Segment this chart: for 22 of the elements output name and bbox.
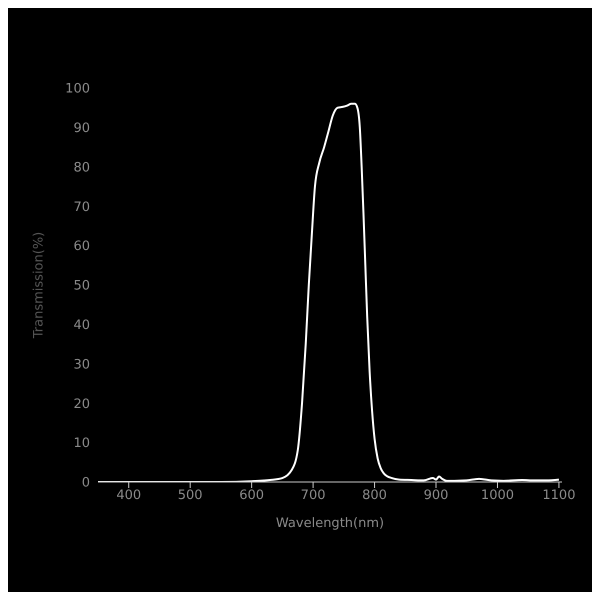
y-tick-label: 0 [82,476,90,491]
y-tick-label: 80 [73,160,90,176]
y-tick-label: 10 [73,436,90,452]
y-axis-title: Transmission(%) [32,232,47,340]
y-tick-label: 40 [73,318,90,334]
line-series [98,102,560,482]
x-tick-label: 700 [300,488,326,504]
y-tick-label: 100 [65,82,90,97]
y-tick-label: 90 [73,121,90,136]
y-tick-label: 20 [73,396,90,412]
x-tick-label: 500 [178,488,203,504]
x-axis-title: Wavelength(nm) [276,516,384,531]
y-tick-label: 30 [73,357,90,372]
y-tick-label: 60 [73,239,90,254]
x-tick-label: 800 [362,488,387,504]
y-tick-label: 70 [73,200,90,215]
x-tick-label: 600 [239,488,264,504]
y-tick-label: 50 [73,278,90,294]
x-tick-label: 400 [116,488,142,504]
x-tick-label: 1000 [480,488,514,504]
x-tick-label: 900 [424,488,448,504]
x-tick-label: 1100 [542,488,576,504]
